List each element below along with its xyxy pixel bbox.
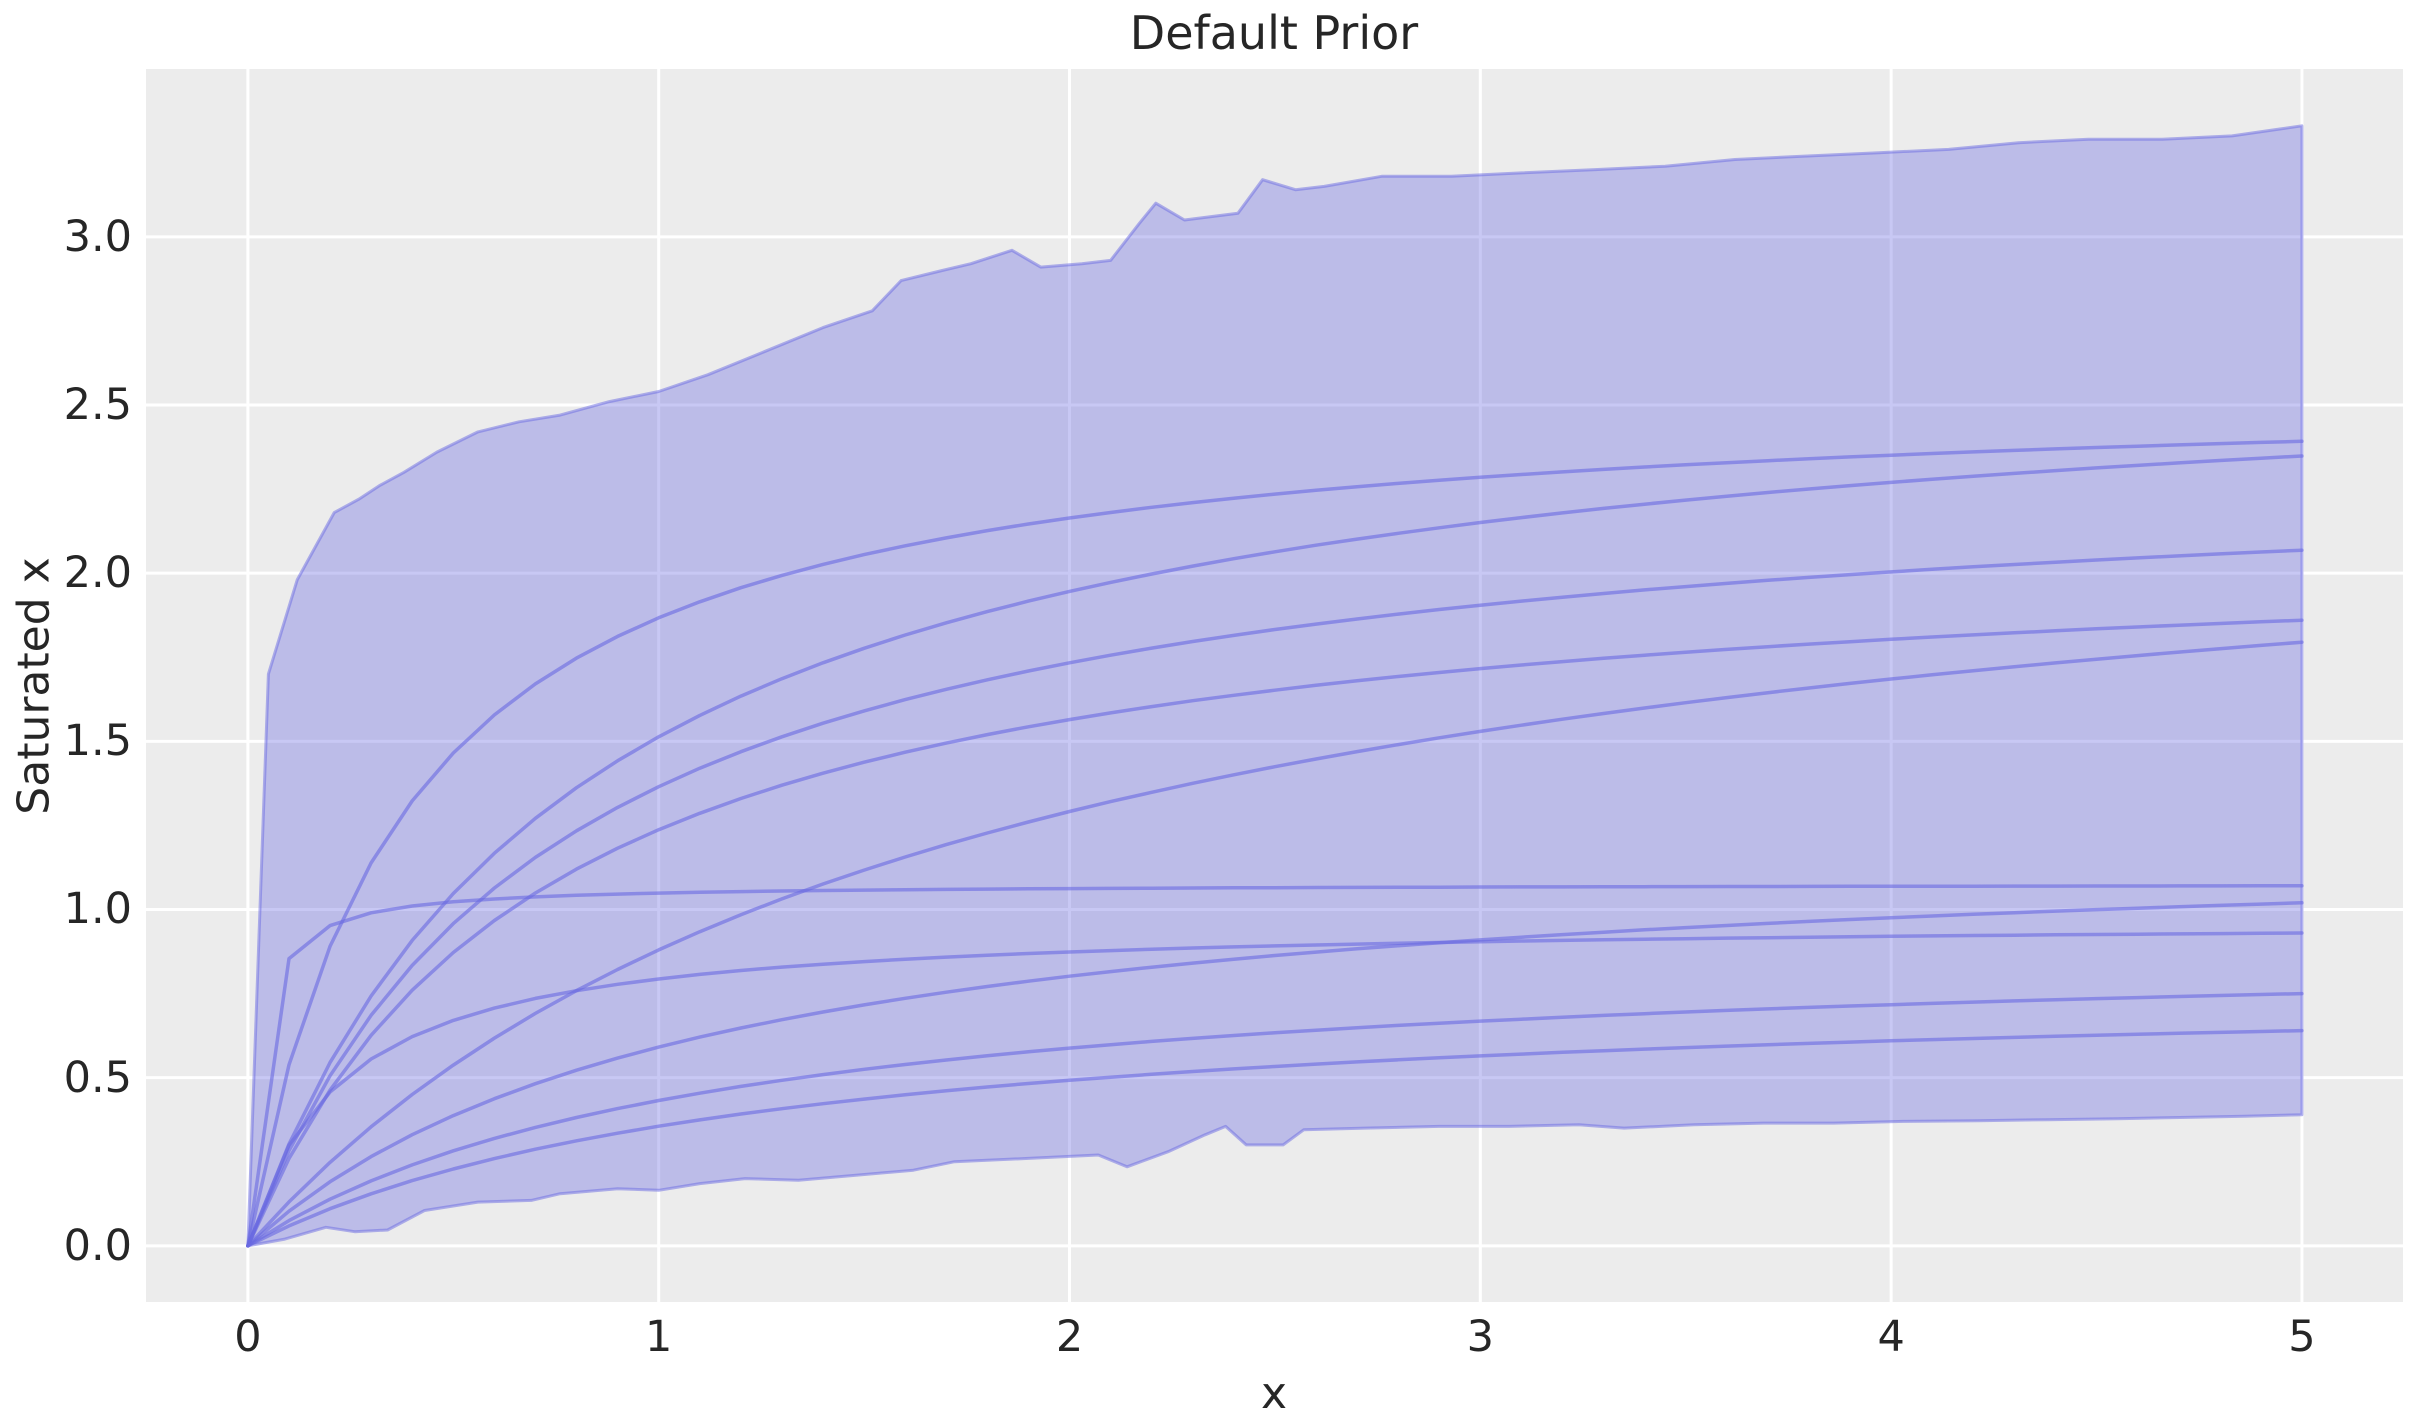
y-tick-label: 2.5: [63, 379, 132, 430]
prior-draw-7: [246, 901, 2304, 1248]
prior-draw-4: [246, 618, 2304, 1248]
x-axis-label: x: [1260, 1368, 1288, 1419]
prior-draw-9: [246, 991, 2304, 1248]
prior-credible-band: [246, 124, 2304, 1248]
x-tick-label: 0: [234, 1312, 262, 1362]
plot-background: [146, 69, 2403, 1302]
x-tick-label: 1: [645, 1312, 673, 1362]
y-tick-label: 3.0: [63, 211, 132, 262]
x-tick-label: 3: [1466, 1312, 1494, 1362]
chart-title: Default Prior: [1129, 6, 1419, 60]
prior-draw-2: [246, 454, 2304, 1248]
y-tick-label: 2.0: [63, 548, 132, 599]
prior-draw-3: [246, 548, 2304, 1248]
x-tick-label: 4: [1877, 1312, 1905, 1362]
y-tick-label: 1.0: [63, 884, 132, 935]
x-tick-label: 2: [1055, 1312, 1084, 1362]
prior-draw-6: [246, 884, 2304, 1248]
prior-draw-1: [246, 439, 2304, 1248]
prior-draw-8: [246, 931, 2304, 1248]
y-tick-label: 1.5: [63, 716, 132, 767]
y-tick-label: 0.5: [63, 1052, 132, 1103]
prior-draw-5: [246, 640, 2304, 1248]
y-tick-label: 0.0: [63, 1220, 132, 1271]
x-tick-label: 5: [2288, 1312, 2316, 1362]
prior-draw-10: [246, 1028, 2304, 1248]
